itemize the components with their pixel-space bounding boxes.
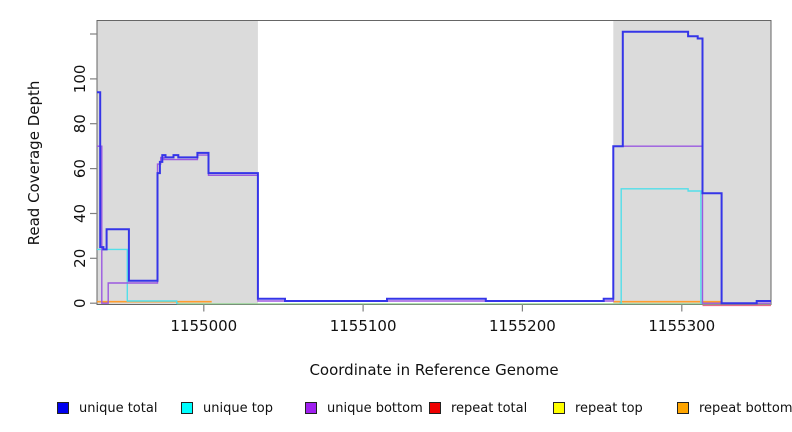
- legend-item-repeat-total: repeat total: [429, 398, 527, 418]
- y-tick-label: 80: [71, 114, 89, 133]
- legend-swatch-repeat-total: [429, 402, 441, 414]
- legend-label: unique top: [203, 400, 274, 416]
- y-tick-label: 20: [71, 249, 89, 268]
- x-tick-label: 1155200: [489, 317, 556, 335]
- legend-item-repeat-top: repeat top: [553, 398, 643, 418]
- x-tick-label: 1155300: [648, 317, 715, 335]
- legend-label: unique bottom: [327, 400, 423, 416]
- y-tick-label: 60: [71, 159, 89, 178]
- shaded-region-left: [97, 20, 258, 305]
- plot-border: [96, 20, 772, 305]
- y-tick-label: 40: [71, 204, 89, 223]
- series-line-unique-top: [97, 188, 703, 304]
- plot-canvas: 1155000 1155100 1155200 1155300 0 20 40 60 80 100: [71, 20, 772, 335]
- legend-label: unique total: [79, 400, 158, 416]
- legend-label: repeat top: [575, 400, 643, 416]
- legend-item-unique-total: unique total: [57, 398, 157, 418]
- legend-item-repeat-bottom: repeat bottom: [677, 398, 792, 418]
- legend: unique total unique top unique bottom repea…: [0, 398, 792, 424]
- legend-label: repeat bottom: [699, 400, 792, 416]
- legend-swatch-unique-total: [57, 402, 69, 414]
- legend-swatch-repeat-top: [553, 402, 565, 414]
- y-axis-title: Read Coverage Depth: [25, 80, 43, 246]
- x-axis-title: Coordinate in Reference Genome: [309, 361, 559, 379]
- legend-swatch-unique-bottom: [305, 402, 317, 414]
- shaded-region-right: [613, 20, 771, 305]
- x-tick-label: 1155100: [330, 317, 397, 335]
- series-line-unique-total: [97, 30, 771, 305]
- legend-swatch-repeat-bottom: [677, 402, 689, 414]
- legend-swatch-unique-top: [181, 402, 193, 414]
- y-tick-label: 0: [71, 298, 89, 308]
- y-tick-label: 100: [71, 65, 89, 94]
- legend-label: repeat total: [451, 400, 528, 416]
- legend-item-unique-top: unique top: [181, 398, 273, 418]
- x-tick-label: 1155000: [170, 317, 237, 335]
- legend-item-unique-bottom: unique bottom: [305, 398, 423, 418]
